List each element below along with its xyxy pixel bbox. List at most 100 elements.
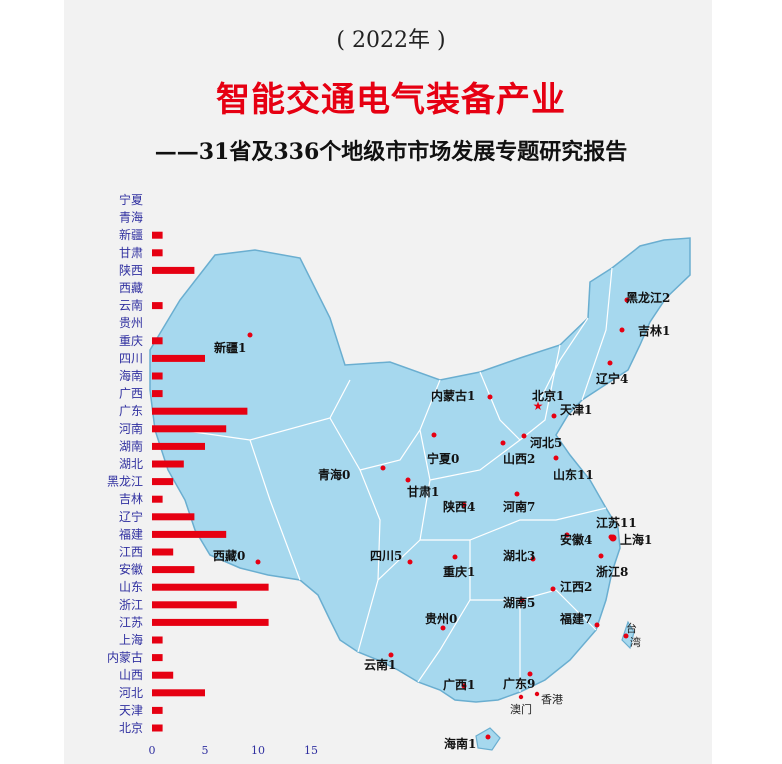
category-label-2: 新疆 [119, 227, 143, 242]
bar-12 [152, 407, 248, 415]
x-tick-label-2: 10 [251, 744, 265, 757]
map-label-26: 福建7 [559, 611, 592, 626]
category-label-10: 海南 [119, 368, 143, 383]
map-label-16: 江苏11 [596, 515, 637, 530]
map-label-20: 湖北3 [503, 548, 535, 563]
map-label-21: 重庆1 [443, 564, 475, 579]
map-label-19: 四川5 [370, 549, 402, 563]
map-label-1: 西藏0 [213, 548, 245, 563]
map-dot-hongkong [534, 691, 540, 697]
map-dot-taiwan [623, 633, 629, 639]
map-label-macau: 澳门 [510, 702, 532, 716]
map-label-taiwan: 台湾 [626, 621, 641, 649]
province-boundaries [179, 267, 613, 692]
province-bar-chart: 宁夏青海新疆甘肃陕西西藏云南贵州重庆四川海南广西广东河南湖南湖北黑龙江吉林辽宁福… [107, 192, 318, 757]
bar-18 [152, 513, 195, 521]
map-dot-30 [485, 734, 491, 740]
bar-20 [152, 548, 174, 556]
map-label-18: 上海1 [620, 532, 652, 547]
bar-28 [152, 689, 205, 697]
report-subtitle: ——31省及336个地级市市场发展专题研究报告 [154, 139, 628, 165]
map-dot-22 [598, 553, 604, 559]
map-dot-12 [500, 440, 506, 446]
bar-2 [152, 231, 163, 239]
bar-22 [152, 583, 269, 591]
bar-13 [152, 425, 227, 433]
bar-29 [152, 706, 163, 714]
map-dot-24 [519, 597, 525, 603]
map-dot-29 [527, 671, 533, 677]
bar-19 [152, 530, 227, 538]
map-dot-6 [624, 297, 630, 303]
category-label-11: 广西 [119, 387, 143, 401]
map-label-29: 广东9 [503, 676, 535, 691]
map-label-2: 青海0 [318, 467, 350, 482]
category-label-19: 福建 [119, 526, 143, 541]
x-tick-label-0: 0 [149, 744, 156, 757]
category-label-21: 安徽 [119, 562, 143, 577]
map-dot-8 [607, 360, 613, 366]
bar-6 [152, 302, 163, 310]
x-tick-label-1: 5 [202, 744, 209, 757]
category-label-3: 甘肃 [119, 246, 143, 260]
map-label-0: 新疆1 [214, 340, 246, 355]
x-tick-label-3: 15 [304, 744, 318, 757]
category-label-25: 上海 [119, 632, 143, 647]
category-label-4: 陕西 [119, 262, 143, 277]
map-label-24: 湖南5 [503, 595, 535, 610]
bar-14 [152, 442, 205, 450]
category-label-23: 浙江 [119, 598, 143, 612]
map-dot-2 [380, 465, 386, 471]
bar-25 [152, 636, 163, 644]
map-dot-4 [431, 432, 437, 438]
category-label-7: 贵州 [119, 316, 143, 330]
capital-star-icon: ★ [533, 399, 544, 413]
bar-8 [152, 337, 163, 345]
map-dot-28 [461, 683, 467, 689]
map-label-27: 云南1 [364, 657, 396, 672]
bar-27 [152, 671, 174, 679]
map-dot-11 [521, 433, 527, 439]
map-label-15: 河南7 [502, 499, 535, 514]
bar-17 [152, 495, 163, 503]
map-label-9: 北京1 [532, 388, 564, 403]
bar-16 [152, 478, 174, 486]
map-label-5: 内蒙古1 [431, 388, 475, 403]
map-dot-20 [530, 556, 536, 562]
map-dot-17 [564, 532, 570, 538]
map-label-7: 吉林1 [638, 323, 670, 338]
map-label-hongkong: 香港 [541, 693, 563, 706]
category-label-26: 内蒙古 [107, 650, 143, 665]
map-dot-27 [388, 652, 394, 658]
category-label-17: 吉林 [119, 492, 143, 506]
map-dot-14 [461, 502, 467, 508]
map-dot-25 [440, 625, 446, 631]
report-title: 智能交通电气装备产业 [216, 80, 566, 120]
map-label-11: 河北5 [529, 435, 562, 450]
category-label-29: 天津 [119, 703, 143, 717]
map-label-17: 安徽4 [560, 532, 592, 547]
map-label-6: 黑龙江2 [626, 290, 670, 305]
bar-30 [152, 724, 163, 732]
bar-9 [152, 354, 205, 362]
map-dot-18 [609, 534, 617, 542]
report-year: ( 2022年 ) [336, 28, 446, 53]
category-label-20: 江西 [119, 545, 143, 559]
map-dot-15 [514, 491, 520, 497]
map-dot-21 [452, 554, 458, 560]
category-label-12: 广东 [119, 404, 143, 418]
bar-26 [152, 654, 163, 662]
map-dot-23 [550, 586, 556, 592]
map-label-13: 山东11 [553, 467, 594, 482]
map-dot-3 [405, 477, 411, 483]
category-label-30: 北京 [119, 721, 143, 735]
category-label-1: 青海 [119, 210, 143, 225]
map-label-23: 江西2 [560, 579, 592, 594]
map-dot-10 [551, 413, 557, 419]
map-label-28: 广西1 [443, 677, 475, 692]
bar-15 [152, 460, 184, 468]
bar-3 [152, 249, 163, 257]
china-outline [149, 237, 691, 703]
